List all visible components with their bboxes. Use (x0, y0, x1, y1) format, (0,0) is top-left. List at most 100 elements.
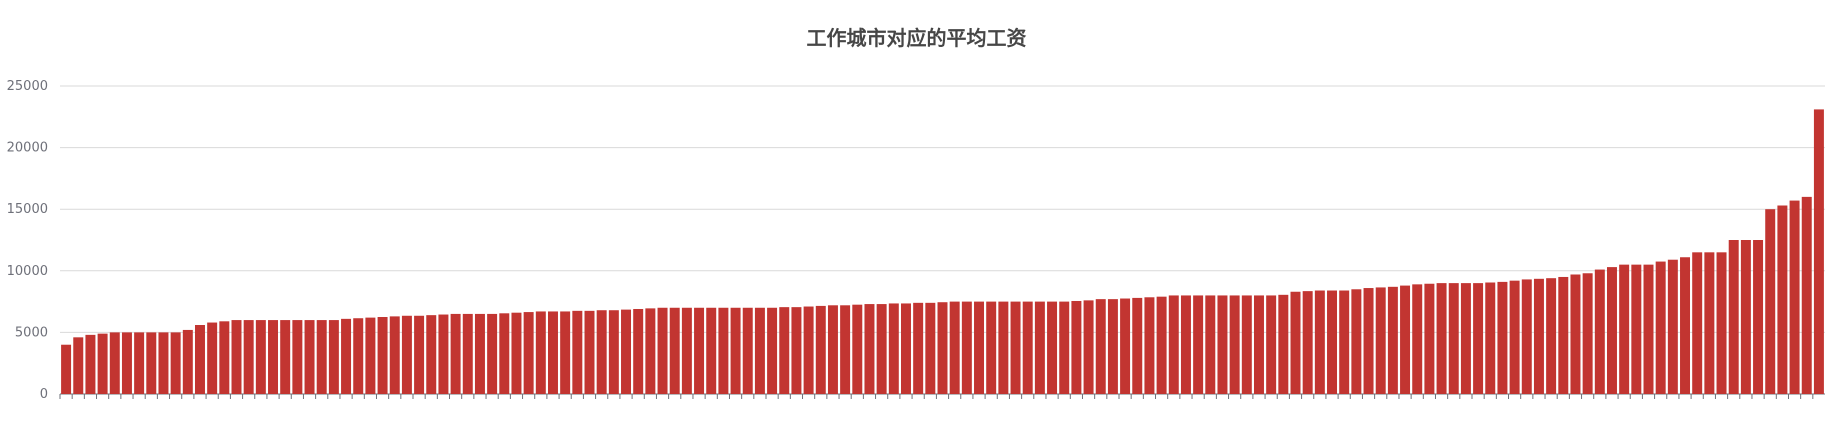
bar (1108, 299, 1118, 394)
bar (1230, 295, 1240, 394)
bar (1376, 287, 1386, 394)
bar (280, 320, 290, 394)
bar (925, 303, 935, 394)
bar (560, 311, 570, 394)
bar (998, 302, 1008, 394)
bar (938, 302, 948, 394)
bar (743, 308, 753, 394)
bar (1790, 201, 1800, 394)
bar (1059, 302, 1069, 394)
bar (1704, 252, 1714, 394)
bar (767, 308, 777, 394)
bar (1510, 281, 1520, 394)
bar (207, 323, 217, 394)
bar (755, 308, 765, 394)
bars (61, 109, 1824, 394)
bar (1497, 282, 1507, 394)
bar (974, 302, 984, 394)
bar (694, 308, 704, 394)
bar (913, 303, 923, 394)
bar (414, 316, 424, 394)
bar (438, 315, 448, 394)
bar (1242, 295, 1252, 394)
bar (1181, 295, 1191, 394)
bar (548, 311, 558, 394)
y-tick-label: 20000 (7, 141, 48, 156)
bar (524, 312, 534, 394)
bar (840, 305, 850, 394)
bar (511, 313, 521, 394)
bar (463, 314, 473, 394)
axes (60, 394, 1825, 399)
bar (451, 314, 461, 394)
bar (475, 314, 485, 394)
bar (864, 304, 874, 394)
bar (950, 302, 960, 394)
bar (1668, 260, 1678, 394)
bar (779, 307, 789, 394)
bar (901, 303, 911, 394)
bar (134, 332, 144, 394)
bar (1656, 262, 1666, 394)
bar (1802, 197, 1812, 394)
bar (572, 311, 582, 394)
bar (122, 332, 132, 394)
bar (426, 315, 436, 394)
bar (536, 311, 546, 394)
bar (61, 345, 71, 394)
bar (1023, 302, 1033, 394)
bar (268, 320, 278, 394)
y-tick-label: 0 (40, 387, 48, 402)
bar (1424, 284, 1434, 394)
bar (1595, 270, 1605, 394)
bar (365, 318, 375, 394)
bar (1205, 295, 1215, 394)
bar (98, 334, 108, 394)
bar (877, 304, 887, 394)
bar (244, 320, 254, 394)
bar (645, 308, 655, 394)
bar (1461, 283, 1471, 394)
bar (1534, 279, 1544, 394)
bar (706, 308, 716, 394)
bar (1351, 289, 1361, 394)
bar (718, 308, 728, 394)
bar (1437, 283, 1447, 394)
bar (232, 320, 242, 394)
bar (1291, 292, 1301, 394)
bar (1254, 295, 1264, 394)
bar (1753, 240, 1763, 394)
bar (1473, 283, 1483, 394)
y-tick-label: 10000 (7, 264, 48, 279)
bar (731, 308, 741, 394)
bar (1412, 284, 1422, 394)
bar (73, 337, 83, 394)
bar (1364, 288, 1374, 394)
bar (183, 330, 193, 394)
bar (1132, 298, 1142, 394)
bar (1266, 295, 1276, 394)
bar (402, 316, 412, 394)
y-tick-label: 5000 (15, 325, 48, 340)
bar (621, 310, 631, 394)
bar (390, 316, 400, 394)
bar (1692, 252, 1702, 394)
bar (1339, 291, 1349, 394)
bar (1169, 295, 1179, 394)
bar (1278, 295, 1288, 394)
bar (1644, 265, 1654, 394)
bar (1777, 206, 1787, 394)
bar (1741, 240, 1751, 394)
bar (889, 303, 899, 394)
bar (791, 307, 801, 394)
bar (1144, 297, 1154, 394)
bar (341, 319, 351, 394)
bar (1315, 291, 1325, 394)
bar (219, 321, 229, 394)
bar (1217, 295, 1227, 394)
tick-labels: 0 5000 10000 15000 20000 25000 (7, 79, 48, 402)
bar (256, 320, 266, 394)
bar (1680, 257, 1690, 394)
bar (1583, 273, 1593, 394)
